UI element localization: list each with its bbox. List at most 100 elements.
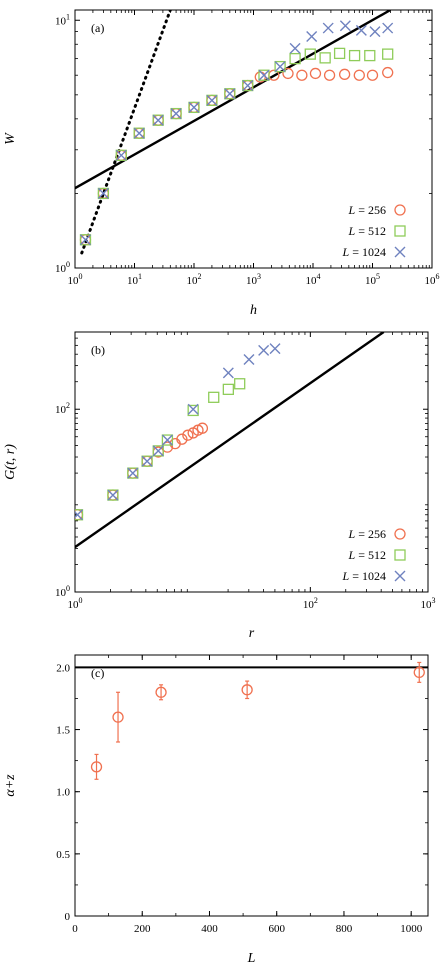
data-point — [338, 68, 351, 80]
panel-b: 100 102 103 100 102 (b) r G(t, r) L = 256 L = 512… — [3, 331, 436, 641]
plot-area — [75, 661, 428, 780]
data-point — [187, 403, 199, 415]
data-point — [369, 26, 381, 38]
x-tick-label: 100 — [68, 272, 83, 287]
y-tick-label: 2.0 — [56, 662, 70, 674]
legend-label: L = 1024 — [342, 245, 386, 259]
legend-marker — [394, 246, 406, 258]
data-point — [274, 61, 286, 73]
y-axis-label: α+z — [3, 774, 18, 797]
series-512 — [75, 378, 246, 521]
legend-marker — [394, 225, 406, 237]
data-point — [353, 69, 365, 81]
data-point — [115, 149, 127, 161]
data-point — [188, 101, 200, 114]
data-point — [304, 48, 316, 60]
data-point — [355, 24, 367, 36]
data-point — [323, 69, 336, 81]
x-tick-label: 106 — [425, 272, 440, 287]
series-256 — [79, 66, 394, 246]
data-point — [296, 69, 308, 81]
data-point — [333, 47, 346, 60]
plot-area — [75, 10, 394, 255]
data-point — [382, 66, 394, 79]
data-point — [382, 22, 394, 34]
legend: L = 256 L = 512 L = 1024 — [342, 203, 406, 259]
x-tick-label: 100 — [68, 596, 83, 611]
x-axis-label: r — [249, 626, 255, 641]
data-point — [79, 234, 92, 246]
data-point — [274, 60, 286, 73]
data-point — [176, 433, 188, 445]
ticks: 100 101 102 103 104 105 106 100 101 — [55, 10, 440, 287]
legend-label: L = 256 — [348, 527, 386, 541]
data-point — [75, 509, 84, 521]
solid-fit-line — [75, 332, 385, 549]
panel-label: (a) — [91, 21, 104, 35]
legend-label: L = 1024 — [342, 569, 386, 583]
data-point — [107, 489, 119, 501]
data-point — [206, 94, 218, 107]
data-point — [107, 489, 119, 501]
data-point — [127, 467, 139, 479]
data-point — [187, 404, 199, 417]
x-tick-label: 1000 — [400, 923, 423, 935]
legend-label: L = 512 — [348, 224, 386, 238]
x-tick-label: 103 — [421, 596, 436, 611]
data-point — [306, 30, 318, 42]
data-point — [289, 42, 301, 54]
legend-label: L = 256 — [348, 203, 386, 217]
data-point — [224, 88, 236, 100]
data-point — [222, 367, 234, 379]
legend-marker — [394, 570, 406, 582]
panel-label: (b) — [91, 343, 105, 357]
series-256 — [75, 422, 209, 521]
data-point — [141, 455, 153, 467]
data-point — [382, 48, 394, 60]
data-point — [133, 127, 145, 139]
legend-marker — [394, 204, 406, 216]
data-point — [208, 391, 220, 403]
data-point — [242, 79, 254, 92]
y-tick-label: 1.0 — [56, 787, 70, 799]
data-point — [155, 686, 167, 698]
data-point — [152, 445, 164, 457]
y-tick-label: 102 — [55, 401, 70, 416]
data-point — [258, 69, 270, 81]
data-point — [141, 455, 153, 467]
x-axis-label: h — [250, 303, 257, 318]
panel-label: (c) — [91, 666, 104, 680]
data-point — [115, 149, 127, 161]
data-point — [152, 114, 164, 126]
series-1024 — [75, 343, 281, 521]
y-tick-label: 100 — [55, 584, 70, 599]
data-point — [127, 467, 139, 479]
data-point — [79, 234, 91, 246]
data-point — [161, 434, 174, 446]
plot-area — [75, 332, 385, 549]
panel-c: 0 200 400 600 800 1000 0 0.5 1.0 1.5 2.0 (c) Lα+z — [3, 654, 429, 966]
y-tick-label: 0 — [65, 911, 71, 923]
data-point — [234, 378, 246, 390]
x-tick-label: 102 — [303, 596, 318, 611]
legend-label: L = 512 — [348, 548, 386, 562]
y-tick-label: 100 — [55, 260, 70, 275]
y-tick-label: 0.5 — [56, 849, 70, 861]
y-tick-label: 101 — [55, 12, 70, 27]
legend-marker — [394, 549, 406, 561]
legend: L = 256 L = 512 L = 1024 — [342, 527, 406, 583]
data-point — [188, 101, 200, 113]
data-point — [112, 711, 124, 723]
ticks: 0 200 400 600 800 1000 0 0.5 1.0 1.5 2.0 — [56, 655, 428, 935]
x-tick-label: 103 — [246, 272, 261, 287]
data-point — [258, 344, 270, 356]
data-point — [182, 429, 194, 441]
data-point — [170, 107, 182, 120]
data-point — [161, 434, 173, 446]
data-point — [309, 67, 322, 80]
data-point — [241, 684, 253, 696]
data-point — [413, 666, 425, 679]
x-tick-label: 101 — [127, 272, 142, 287]
data-point — [75, 509, 83, 521]
